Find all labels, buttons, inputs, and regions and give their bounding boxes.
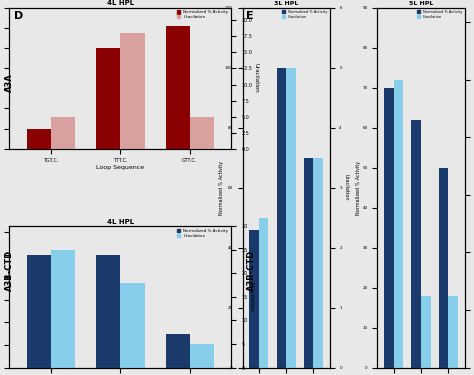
Bar [51,117,75,148]
Legend: Normalized % Activity, Uracilation: Normalized % Activity, Uracilation [282,9,328,20]
Text: E: E [246,11,254,21]
Bar [421,296,430,368]
Bar [27,255,51,368]
Bar [286,68,296,368]
Bar [190,344,214,368]
Legend: Normalized % Activity, Uracilation: Normalized % Activity, Uracilation [416,9,463,20]
Title: 4L HPL: 4L HPL [107,0,134,6]
Title: 4L HPL: 4L HPL [107,219,134,225]
Bar [165,26,190,148]
Bar [120,283,145,368]
Text: A3B-CTD: A3B-CTD [5,249,14,291]
Y-axis label: Uracilation: Uracilation [343,174,348,201]
Legend: Normalized % Activity, Uracilation: Normalized % Activity, Uracilation [176,228,229,239]
Y-axis label: Normalized % Activity: Normalized % Activity [219,160,224,214]
X-axis label: Loop Sequence: Loop Sequence [96,165,145,170]
Bar [96,48,120,148]
Bar [96,255,120,368]
Text: A3A: A3A [5,73,14,92]
Bar [27,129,51,148]
Y-axis label: Uracilation: Uracilation [254,63,258,93]
Bar [304,158,313,368]
Legend: Normalized % Activity, Uracilation: Normalized % Activity, Uracilation [176,10,229,20]
Bar [411,120,421,368]
Text: A3B-CTD: A3B-CTD [246,249,255,291]
Y-axis label: Uracilation: Uracilation [249,282,254,312]
Bar [51,250,75,368]
Bar [448,296,458,368]
Bar [384,87,394,368]
Bar [259,217,268,368]
Bar [249,230,259,368]
Bar [120,33,145,148]
Text: D: D [14,11,24,21]
Bar [438,168,448,368]
Title: 5L HPL: 5L HPL [409,1,433,6]
Y-axis label: Normalized % Activity: Normalized % Activity [356,160,361,214]
Title: 3L HPL: 3L HPL [274,1,298,6]
Bar [276,68,286,368]
Bar [190,117,214,148]
Bar [165,334,190,368]
Bar [313,158,323,368]
Bar [394,80,403,368]
